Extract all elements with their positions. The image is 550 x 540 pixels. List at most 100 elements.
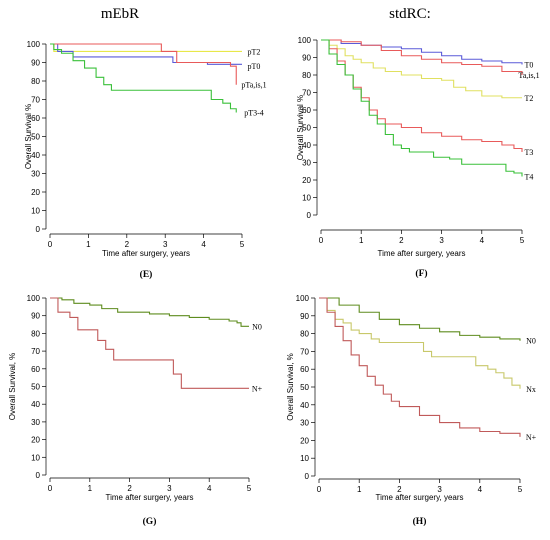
x-tick-label: 1 <box>357 485 362 494</box>
series-line-t2 <box>321 39 522 99</box>
y-tick-label: 10 <box>302 194 311 203</box>
x-tick-label: 3 <box>167 484 172 493</box>
y-tick-label: 60 <box>300 365 309 374</box>
series-label: N0 <box>252 322 262 331</box>
series-line-t0 <box>321 39 523 65</box>
y-axis-title: Overall Survival % <box>296 95 305 160</box>
series-label: pT2 <box>248 47 261 56</box>
y-tick-label: 80 <box>31 77 40 86</box>
series-line-n0 <box>50 297 249 327</box>
y-tick-label: 20 <box>300 436 309 445</box>
x-tick-label: 4 <box>207 484 212 493</box>
y-tick-label: 30 <box>302 159 311 168</box>
series-line-pt3-4 <box>50 43 237 113</box>
y-tick-label: 90 <box>31 312 40 321</box>
y-tick-label: 30 <box>31 418 40 427</box>
y-tick-label: 0 <box>36 225 41 234</box>
y-tick-label: 70 <box>300 347 309 356</box>
series-line-pt0 <box>50 43 242 65</box>
x-tick-label: 1 <box>86 240 91 249</box>
y-tick-label: 40 <box>302 141 311 150</box>
x-axis-title: Time after surgery, years <box>375 493 463 502</box>
y-tick-label: 80 <box>300 330 309 339</box>
y-tick-label: 10 <box>300 454 309 463</box>
series-line-nx <box>319 297 521 389</box>
y-axis-title: Overall Survival, % <box>286 353 295 421</box>
series-label: Ta,is,1 <box>518 71 539 80</box>
y-axis-title: Overall Survival, % <box>8 353 17 421</box>
x-tick-label: 3 <box>437 485 442 494</box>
y-tick-label: 50 <box>31 133 40 142</box>
y-tick-label: 70 <box>31 347 40 356</box>
x-tick-label: 0 <box>48 484 53 493</box>
panel-label: (H) <box>413 516 427 527</box>
y-tick-label: 80 <box>302 71 311 80</box>
y-tick-label: 100 <box>296 294 310 303</box>
x-tick-label: 0 <box>317 485 322 494</box>
x-tick-label: 1 <box>359 236 364 245</box>
series-line-t4 <box>321 39 523 177</box>
x-tick-label: 5 <box>520 236 525 245</box>
header-mebr: mEbR <box>101 6 139 22</box>
y-tick-label: 40 <box>31 151 40 160</box>
panel-e: 0 10 20 30 40 50 60 70 80 90 100 0 1 2 3 4 5 Time after s… <box>24 40 267 280</box>
y-tick-label: 10 <box>31 207 40 216</box>
x-tick-label: 4 <box>478 485 483 494</box>
series-label: N+ <box>526 433 537 442</box>
x-tick-label: 3 <box>163 240 168 249</box>
header-stdrc: stdRC: <box>389 6 431 22</box>
x-tick-label: 2 <box>397 485 402 494</box>
y-tick-label: 100 <box>298 36 312 45</box>
y-tick-label: 30 <box>300 419 309 428</box>
y-tick-label: 70 <box>31 96 40 105</box>
x-tick-label: 0 <box>48 240 53 249</box>
y-tick-label: 90 <box>302 54 311 63</box>
panel-label: (F) <box>415 268 427 279</box>
panel-h: 0 10 20 30 40 50 60 70 80 90 100 0 1 2 3 4 5 Time after s… <box>286 294 537 527</box>
series-line-pt2 <box>50 43 242 52</box>
x-tick-label: 2 <box>127 484 132 493</box>
x-tick-label: 2 <box>125 240 130 249</box>
panel-label: (G) <box>143 516 157 527</box>
x-tick-label: 1 <box>88 484 93 493</box>
y-tick-label: 0 <box>305 472 310 481</box>
panel-label: (E) <box>140 269 153 280</box>
x-tick-label: 5 <box>247 484 252 493</box>
y-tick-label: 40 <box>300 401 309 410</box>
x-tick-label: 3 <box>439 236 444 245</box>
x-axis-title: Time after surgery, years <box>102 249 190 258</box>
y-tick-label: 80 <box>31 329 40 338</box>
series-label: pTa,is,1 <box>241 81 266 90</box>
series-line-n- <box>50 297 249 389</box>
y-tick-label: 60 <box>302 106 311 115</box>
y-tick-label: 100 <box>27 294 41 303</box>
y-tick-label: 20 <box>302 176 311 185</box>
series-label: N+ <box>252 384 263 393</box>
y-tick-label: 100 <box>27 40 41 49</box>
y-axis-title: Overall Survival % <box>24 104 33 169</box>
x-axis-title: Time after surgery, years <box>105 493 193 502</box>
series-line-n- <box>319 297 521 437</box>
series-label: pT0 <box>248 62 261 71</box>
x-tick-label: 2 <box>399 236 404 245</box>
series-label: T0 <box>525 61 534 70</box>
y-tick-label: 60 <box>31 365 40 374</box>
series-label: N0 <box>526 337 536 346</box>
y-tick-label: 0 <box>36 471 41 480</box>
series-label: Nx <box>526 385 536 394</box>
y-tick-label: 50 <box>31 383 40 392</box>
series-line-ta-is-1 <box>321 39 523 75</box>
x-tick-label: 0 <box>319 236 324 245</box>
y-tick-label: 20 <box>31 188 40 197</box>
y-tick-label: 50 <box>302 124 311 133</box>
y-tick-label: 10 <box>31 453 40 462</box>
y-tick-label: 20 <box>31 436 40 445</box>
y-tick-label: 90 <box>31 59 40 68</box>
x-tick-label: 5 <box>518 485 523 494</box>
series-label: T2 <box>525 94 534 103</box>
y-tick-label: 50 <box>300 383 309 392</box>
panel-g: 0 10 20 30 40 50 60 70 80 90 100 0 1 2 3 4 5 Time after s… <box>8 294 263 527</box>
y-tick-label: 90 <box>300 312 309 321</box>
x-tick-label: 4 <box>480 236 485 245</box>
